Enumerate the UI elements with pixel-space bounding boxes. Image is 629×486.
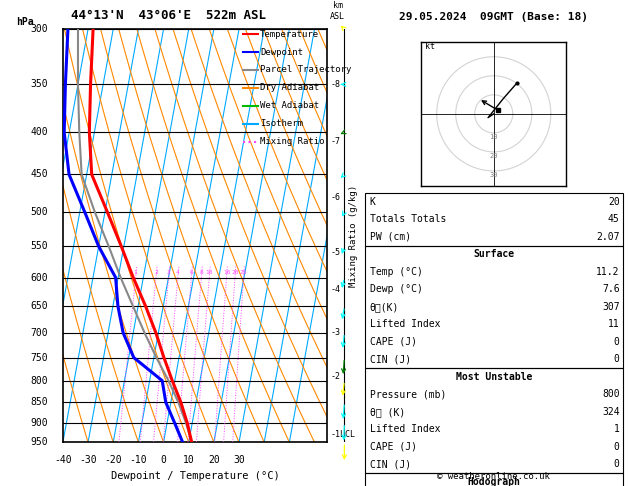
Text: K: K bbox=[370, 197, 376, 207]
Text: Wet Adiabat: Wet Adiabat bbox=[260, 102, 320, 110]
Text: 3: 3 bbox=[167, 270, 170, 275]
Text: -3: -3 bbox=[331, 329, 341, 337]
Text: 800: 800 bbox=[31, 376, 48, 386]
Text: 1: 1 bbox=[614, 424, 620, 434]
Text: 6: 6 bbox=[189, 270, 193, 275]
Text: 10: 10 bbox=[183, 455, 194, 465]
Text: -8: -8 bbox=[331, 80, 341, 89]
Text: -20: -20 bbox=[104, 455, 122, 465]
Text: 30: 30 bbox=[489, 172, 498, 177]
Text: 30: 30 bbox=[233, 455, 245, 465]
Text: 0: 0 bbox=[614, 354, 620, 364]
Text: 350: 350 bbox=[31, 79, 48, 89]
Text: Isotherm: Isotherm bbox=[260, 120, 303, 128]
Text: 44°13'N  43°06'E  522m ASL: 44°13'N 43°06'E 522m ASL bbox=[71, 9, 266, 22]
Text: 750: 750 bbox=[31, 352, 48, 363]
Text: 400: 400 bbox=[31, 127, 48, 137]
Text: 4: 4 bbox=[176, 270, 180, 275]
Text: Dewpoint / Temperature (°C): Dewpoint / Temperature (°C) bbox=[111, 471, 279, 481]
Text: hPa: hPa bbox=[16, 17, 33, 27]
Text: km
ASL: km ASL bbox=[330, 1, 345, 21]
Text: -10: -10 bbox=[130, 455, 147, 465]
Text: 500: 500 bbox=[31, 207, 48, 217]
Text: 600: 600 bbox=[31, 273, 48, 282]
Text: -30: -30 bbox=[79, 455, 97, 465]
Text: 800: 800 bbox=[602, 389, 620, 399]
Text: PW (cm): PW (cm) bbox=[370, 232, 411, 242]
Text: 324: 324 bbox=[602, 407, 620, 417]
Text: 29.05.2024  09GMT (Base: 18): 29.05.2024 09GMT (Base: 18) bbox=[399, 12, 588, 22]
Text: 20: 20 bbox=[608, 197, 620, 207]
Text: 0: 0 bbox=[614, 459, 620, 469]
Text: Temperature: Temperature bbox=[260, 30, 320, 38]
Text: 10: 10 bbox=[206, 270, 213, 275]
Text: CAPE (J): CAPE (J) bbox=[370, 442, 417, 452]
Text: -1LCL: -1LCL bbox=[331, 430, 356, 439]
Text: 11: 11 bbox=[608, 319, 620, 330]
Text: -2: -2 bbox=[331, 372, 341, 381]
Text: -7: -7 bbox=[331, 137, 341, 146]
Text: 850: 850 bbox=[31, 398, 48, 407]
Text: Pressure (mb): Pressure (mb) bbox=[370, 389, 446, 399]
Text: 20: 20 bbox=[208, 455, 220, 465]
Text: 900: 900 bbox=[31, 418, 48, 428]
Text: 25: 25 bbox=[240, 270, 247, 275]
Text: 11.2: 11.2 bbox=[596, 267, 620, 277]
Text: 950: 950 bbox=[31, 437, 48, 447]
Text: 0: 0 bbox=[160, 455, 167, 465]
Text: 307: 307 bbox=[602, 302, 620, 312]
Text: 20: 20 bbox=[231, 270, 239, 275]
Text: 450: 450 bbox=[31, 170, 48, 179]
Text: Totals Totals: Totals Totals bbox=[370, 214, 446, 225]
Text: 45: 45 bbox=[608, 214, 620, 225]
Text: Mixing Ratio: Mixing Ratio bbox=[260, 138, 325, 146]
Text: 10: 10 bbox=[489, 134, 498, 139]
Text: CAPE (J): CAPE (J) bbox=[370, 337, 417, 347]
Text: Temp (°C): Temp (°C) bbox=[370, 267, 423, 277]
Text: -6: -6 bbox=[331, 193, 341, 202]
Text: Dewpoint: Dewpoint bbox=[260, 48, 303, 56]
Text: 16: 16 bbox=[223, 270, 230, 275]
Text: θᴄ (K): θᴄ (K) bbox=[370, 407, 405, 417]
Text: -40: -40 bbox=[54, 455, 72, 465]
Text: Lifted Index: Lifted Index bbox=[370, 319, 440, 330]
Text: 7.6: 7.6 bbox=[602, 284, 620, 295]
Text: Hodograph: Hodograph bbox=[467, 477, 520, 486]
Text: Most Unstable: Most Unstable bbox=[455, 372, 532, 382]
Text: Parcel Trajectory: Parcel Trajectory bbox=[260, 66, 352, 74]
Text: -4: -4 bbox=[331, 285, 341, 294]
Text: 2.07: 2.07 bbox=[596, 232, 620, 242]
Text: Surface: Surface bbox=[473, 249, 515, 260]
Text: Lifted Index: Lifted Index bbox=[370, 424, 440, 434]
Text: 550: 550 bbox=[31, 242, 48, 251]
Text: 300: 300 bbox=[31, 24, 48, 34]
Text: 0: 0 bbox=[614, 337, 620, 347]
Text: 1: 1 bbox=[134, 270, 138, 275]
Text: 2: 2 bbox=[154, 270, 158, 275]
Text: CIN (J): CIN (J) bbox=[370, 459, 411, 469]
Text: -5: -5 bbox=[331, 248, 341, 258]
Text: θᴄ(K): θᴄ(K) bbox=[370, 302, 399, 312]
Text: 20: 20 bbox=[489, 153, 498, 158]
Text: © weatheronline.co.uk: © weatheronline.co.uk bbox=[437, 472, 550, 481]
Text: Dewp (°C): Dewp (°C) bbox=[370, 284, 423, 295]
Text: 0: 0 bbox=[614, 442, 620, 452]
Text: CIN (J): CIN (J) bbox=[370, 354, 411, 364]
Text: kt: kt bbox=[425, 42, 435, 51]
Text: 8: 8 bbox=[199, 270, 203, 275]
Text: 650: 650 bbox=[31, 301, 48, 311]
Text: Mixing Ratio (g/kg): Mixing Ratio (g/kg) bbox=[349, 185, 358, 287]
Text: 700: 700 bbox=[31, 328, 48, 338]
Text: Dry Adiabat: Dry Adiabat bbox=[260, 84, 320, 92]
